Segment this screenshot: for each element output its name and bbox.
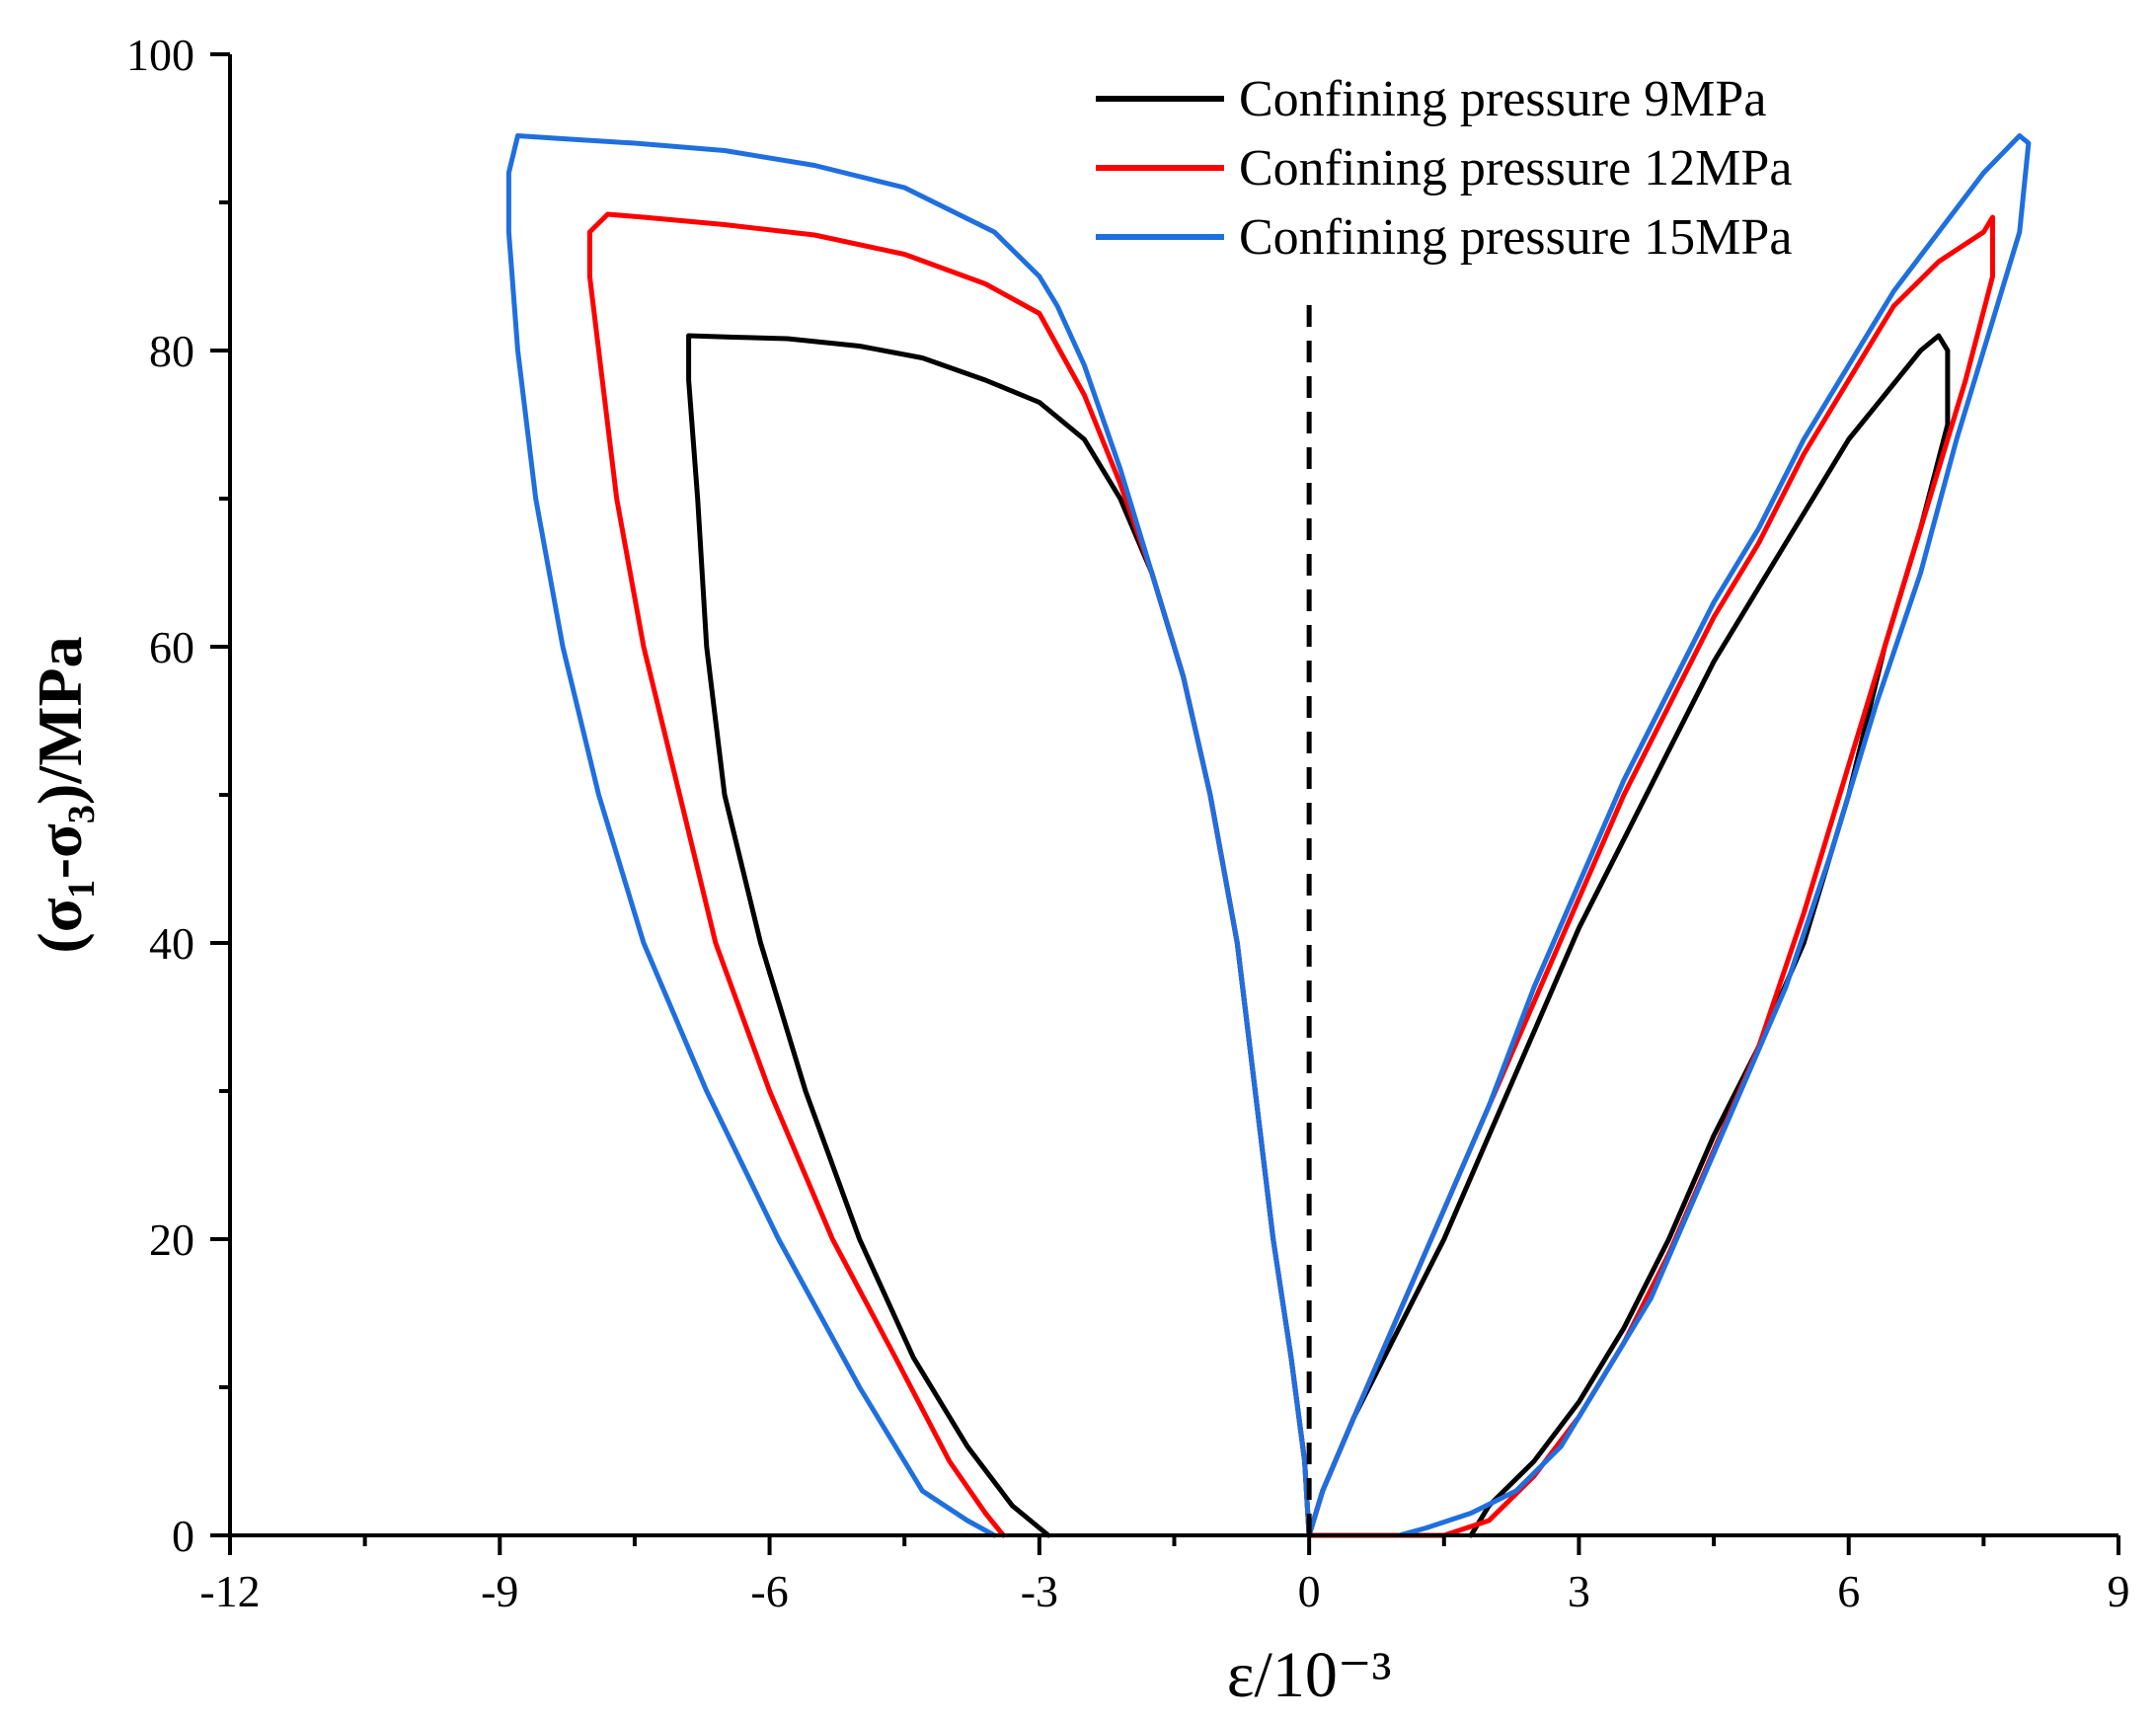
y-axis-title: (σ₁-σ₃)/MPa [25,636,95,953]
legend-item: Confining pressure 12MPa [1096,140,1792,196]
y-tick-label: 20 [149,1214,194,1265]
x-tick-label: 9 [2108,1566,2130,1616]
x-axis-title: ε/10⁻³ [1227,1639,1392,1711]
series-line-1-lateral [686,333,1312,1538]
legend-label: Confining pressure 12MPa [1239,140,1792,196]
x-tick-label: 6 [1837,1566,1860,1616]
series-line-2-lateral [586,211,1312,1538]
legend: Confining pressure 9MPa Confining pressu… [1096,71,1792,266]
series-line-1-axial [1306,333,1951,1538]
y-tick-label: 60 [149,622,194,672]
x-tick-label: -12 [199,1566,260,1616]
x-tick-label: 0 [1298,1566,1321,1616]
y-tick-label: 40 [149,918,194,969]
series-line-3-lateral [505,133,1312,1538]
y-tick-label: 80 [149,326,194,376]
x-tick-label: -9 [481,1566,518,1616]
ticks-layer: -12 -9 -6 -3 0 3 6 9 0 20 40 60 80 100 [126,30,2130,1616]
legend-item: Confining pressure 9MPa [1096,71,1766,127]
series-layer [505,133,2032,1538]
y-tick-label: 100 [126,30,194,80]
x-tick-label: -3 [1021,1566,1058,1616]
legend-item: Confining pressure 15MPa [1096,209,1792,266]
legend-label: Confining pressure 9MPa [1239,71,1766,127]
series-line-3-axial [1306,133,2032,1538]
x-tick-label: -6 [750,1566,788,1616]
x-tick-label: 3 [1568,1566,1590,1616]
y-tick-label: 0 [172,1511,194,1561]
legend-label: Confining pressure 15MPa [1239,209,1792,266]
series-line-2-axial [1306,214,1995,1538]
